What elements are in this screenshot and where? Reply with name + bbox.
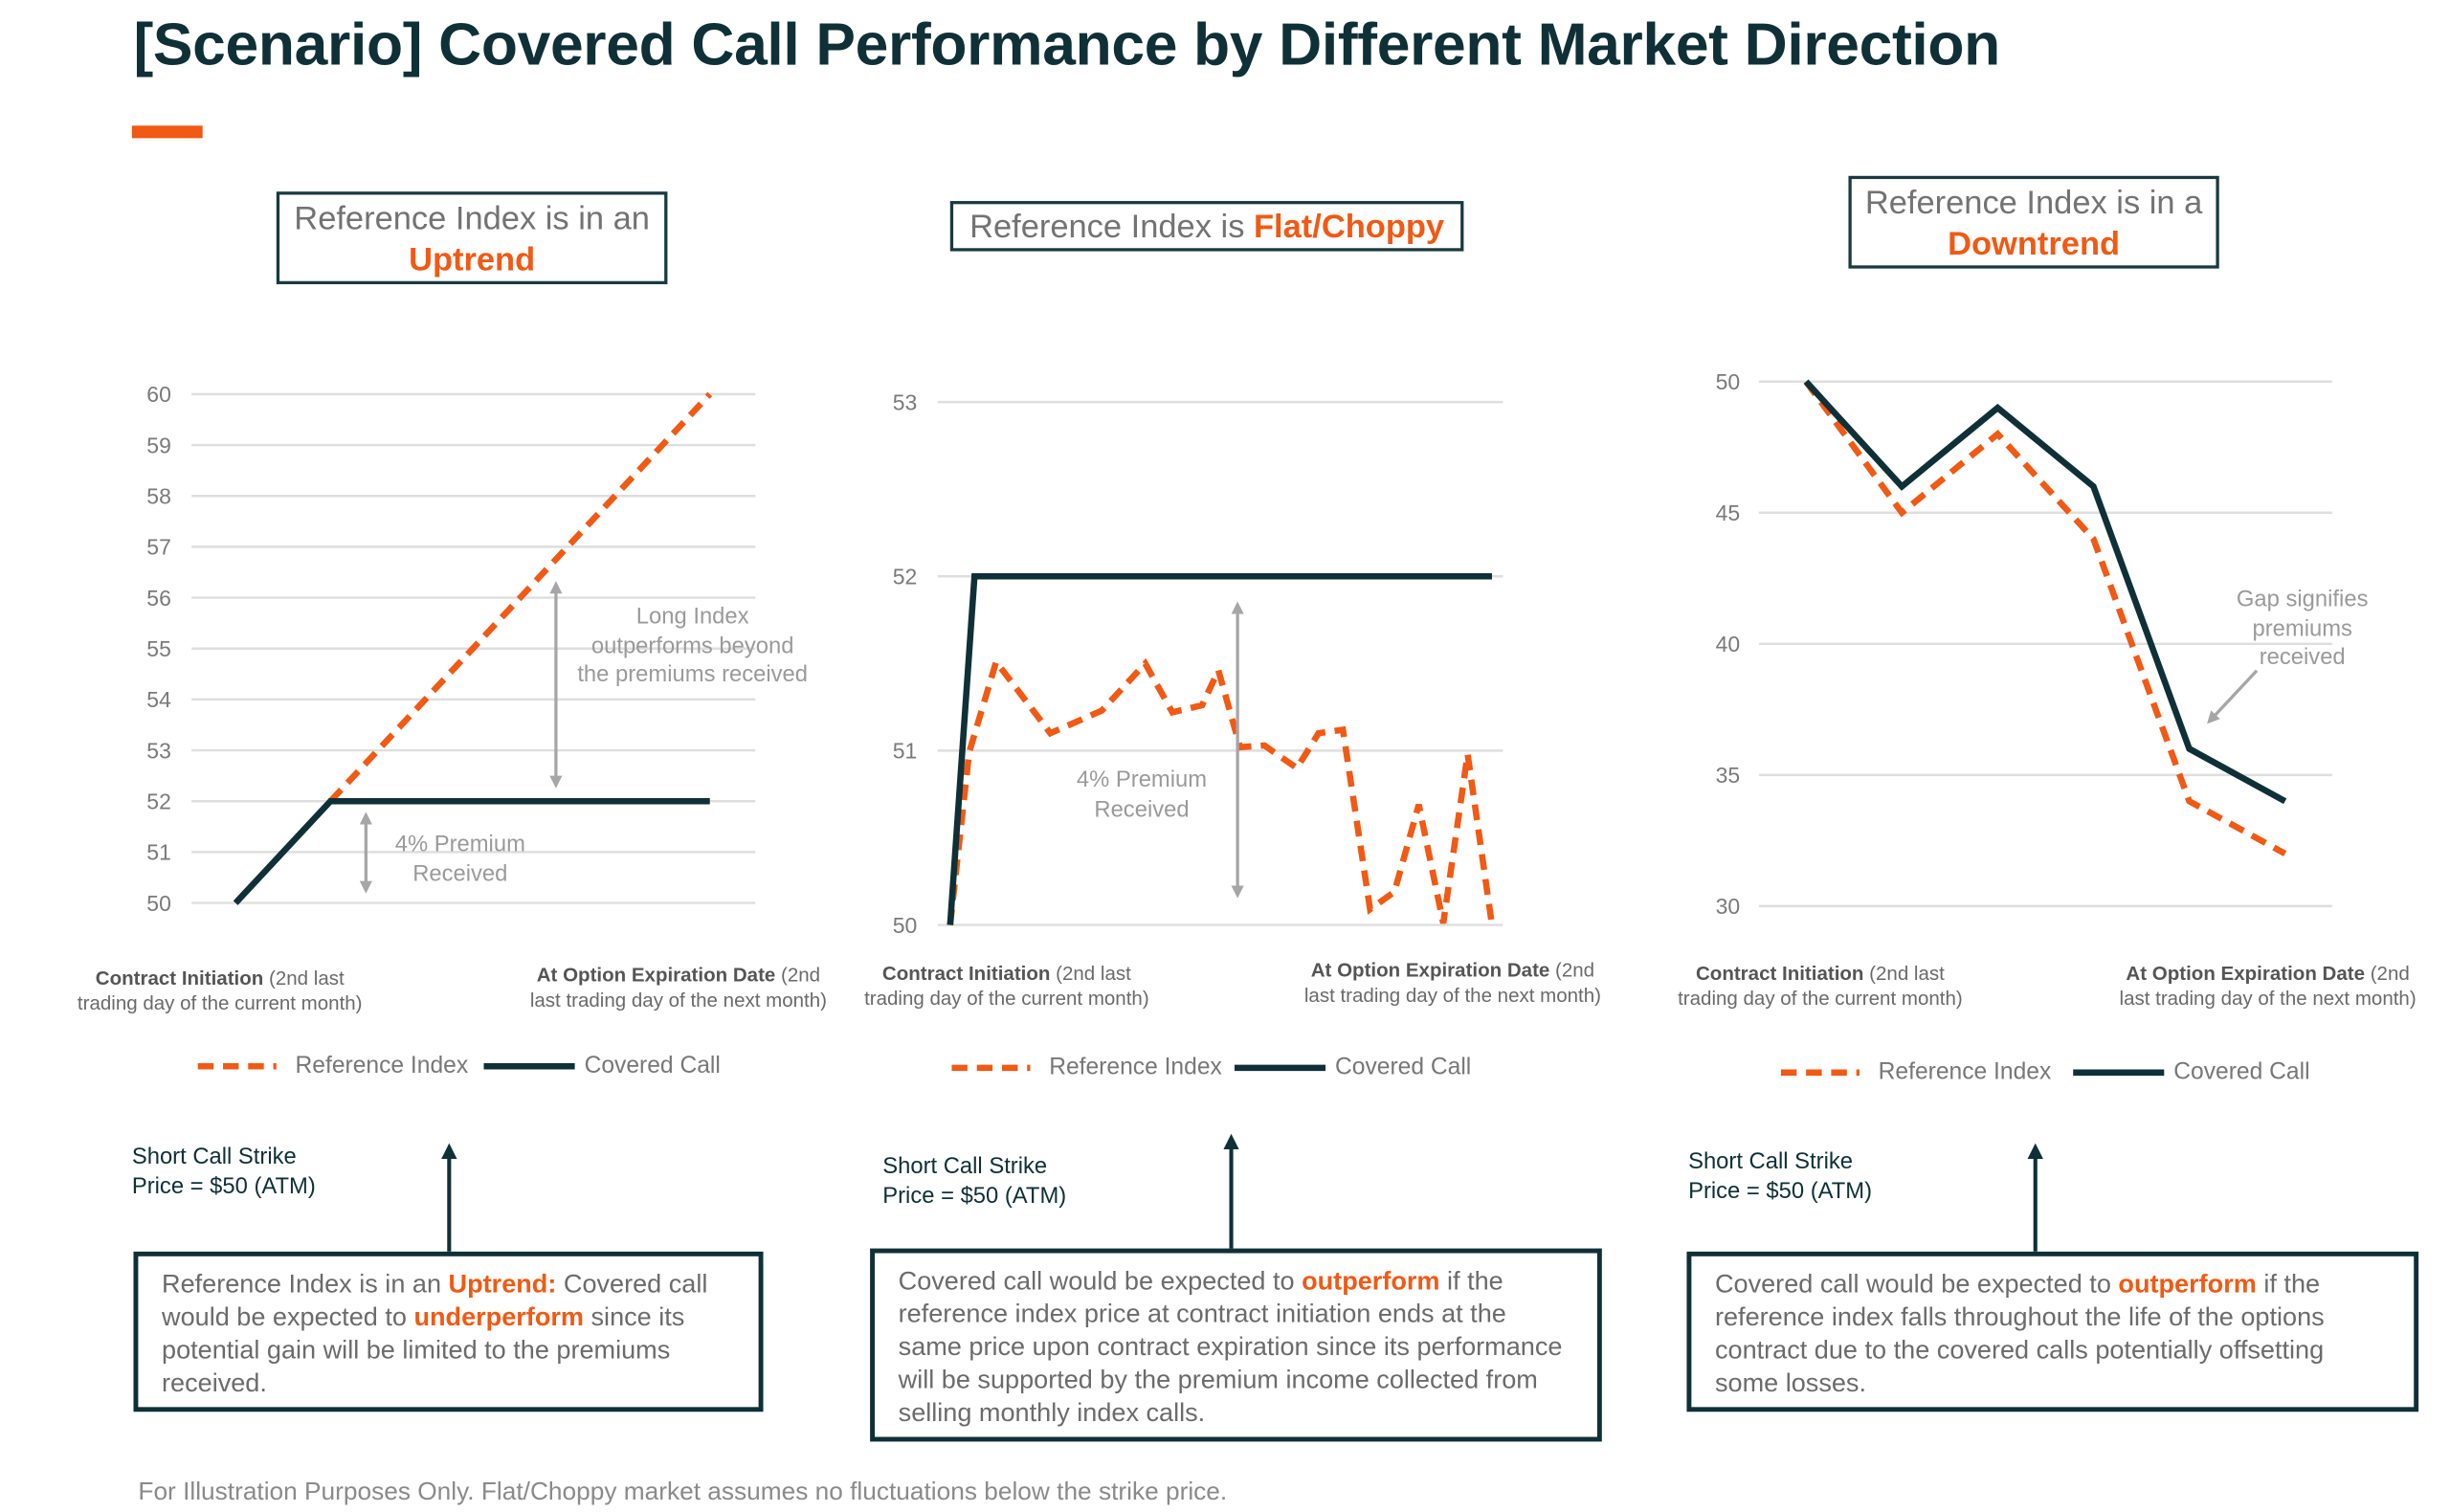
legend-solid-swatch bbox=[1234, 1063, 1326, 1071]
legend-solid-swatch bbox=[483, 1062, 575, 1069]
legend-dashed-swatch bbox=[1780, 1068, 1860, 1076]
chart-1: 50 51 52 53 54 55 56 57 58 59 60 bbox=[146, 382, 756, 916]
legend-dashed-swatch bbox=[197, 1062, 277, 1069]
x-label-end: At Option Expiration Date (2nd last tradi… bbox=[529, 964, 827, 1012]
x-label-start: Contract Initiation (2nd last trading day… bbox=[1678, 962, 1963, 1011]
annotation-premium: 4% Premium Received bbox=[1076, 767, 1208, 823]
description-uptrend: Reference Index is in an Uptrend: Covere… bbox=[133, 1251, 764, 1412]
header-text: Reference Index is bbox=[969, 209, 1255, 245]
y-tick-label: 58 bbox=[146, 483, 171, 508]
reference-index-line bbox=[947, 655, 1496, 926]
covered-call-line bbox=[947, 572, 1492, 925]
reference-index-line bbox=[327, 391, 713, 804]
header-highlight: Flat/Choppy bbox=[1254, 209, 1445, 245]
header-highlight: Downtrend bbox=[1948, 226, 2121, 263]
chart-3: 30 35 40 45 50 bbox=[1716, 369, 2332, 919]
y-tick-label: 54 bbox=[146, 687, 171, 712]
y-tick-label: 60 bbox=[146, 382, 171, 407]
legend-dashed-swatch bbox=[951, 1063, 1031, 1071]
y-tick-label: 51 bbox=[893, 739, 918, 764]
legend-covered: Covered Call bbox=[1334, 1054, 1472, 1081]
y-tick-label: 59 bbox=[146, 433, 171, 457]
panel-header-downtrend: Reference Index is in a Downtrend bbox=[1848, 175, 2219, 269]
y-tick-label: 30 bbox=[1716, 894, 1741, 919]
header-highlight: Uptrend bbox=[409, 241, 536, 278]
x-label-end: At Option Expiration Date (2nd last tradi… bbox=[1303, 959, 1601, 1007]
strike-label: Short Call Strike Price = $50 (ATM) bbox=[131, 1145, 316, 1200]
footer-disclaimer: For Illustration Purposes Only. Flat/Cho… bbox=[138, 1479, 1228, 1506]
x-label-end: At Option Expiration Date (2nd last tradi… bbox=[2119, 962, 2417, 1011]
header-text: Reference Index is in a bbox=[1864, 185, 2203, 222]
y-tick-label: 55 bbox=[146, 636, 171, 661]
legend-covered: Covered Call bbox=[2173, 1058, 2310, 1085]
description-downtrend: Covered call would be expected to outper… bbox=[1686, 1251, 2419, 1412]
legend-reference: Reference Index bbox=[1878, 1058, 2052, 1085]
reference-index-line bbox=[1803, 379, 2287, 856]
legend-reference: Reference Index bbox=[295, 1052, 469, 1079]
covered-call-line bbox=[1803, 379, 2287, 805]
y-tick-label: 56 bbox=[146, 586, 171, 611]
header-text: Reference Index is in an bbox=[294, 201, 650, 237]
y-tick-label: 57 bbox=[146, 535, 171, 560]
legend: Reference Index Covered Call bbox=[948, 1054, 1471, 1080]
legend: Reference Index Covered Call bbox=[1778, 1058, 2310, 1085]
page-title: [Scenario] Covered Call Performance by D… bbox=[133, 12, 2000, 79]
description-flat: Covered call would be expected to outper… bbox=[870, 1248, 1602, 1442]
covered-call-line bbox=[233, 797, 710, 905]
gap-pointer-arrow bbox=[2207, 669, 2259, 724]
annotation-premium: 4% Premium Received bbox=[394, 832, 525, 887]
panel-header-flat: Reference Index is Flat/Choppy bbox=[949, 201, 1464, 252]
y-tick-label: 50 bbox=[893, 913, 918, 938]
strike-label: Short Call Strike Price = $50 (ATM) bbox=[882, 1154, 1067, 1210]
chart-2: 50 51 52 53 bbox=[893, 389, 1503, 938]
y-tick-label: 50 bbox=[1716, 369, 1741, 394]
accent-bar bbox=[131, 125, 203, 139]
y-tick-label: 53 bbox=[146, 738, 171, 763]
y-tick-label: 52 bbox=[893, 564, 918, 589]
panel-header-uptrend: Reference Index is in an Uptrend bbox=[276, 191, 668, 285]
strike-label: Short Call Strike Price = $50 (ATM) bbox=[1688, 1149, 1873, 1205]
annotation-gap: Gap signifies premiums received bbox=[2236, 587, 2369, 671]
x-label-start: Contract Initiation (2nd last trading day… bbox=[864, 962, 1149, 1011]
x-label-start: Contract Initiation (2nd last trading day… bbox=[77, 967, 363, 1015]
legend: Reference Index Covered Call bbox=[194, 1052, 721, 1079]
y-tick-label: 52 bbox=[146, 789, 171, 813]
y-tick-label: 35 bbox=[1716, 763, 1741, 788]
y-tick-label: 51 bbox=[146, 840, 171, 865]
legend-solid-swatch bbox=[2073, 1068, 2165, 1076]
annotation-long-index: Long Index outperforms beyond the premiums… bbox=[577, 604, 809, 688]
legend-reference: Reference Index bbox=[1049, 1054, 1222, 1081]
y-tick-label: 50 bbox=[146, 891, 171, 916]
y-tick-label: 53 bbox=[893, 389, 918, 414]
y-tick-label: 45 bbox=[1716, 500, 1741, 525]
legend-covered: Covered Call bbox=[584, 1052, 721, 1079]
y-tick-label: 40 bbox=[1716, 632, 1741, 656]
